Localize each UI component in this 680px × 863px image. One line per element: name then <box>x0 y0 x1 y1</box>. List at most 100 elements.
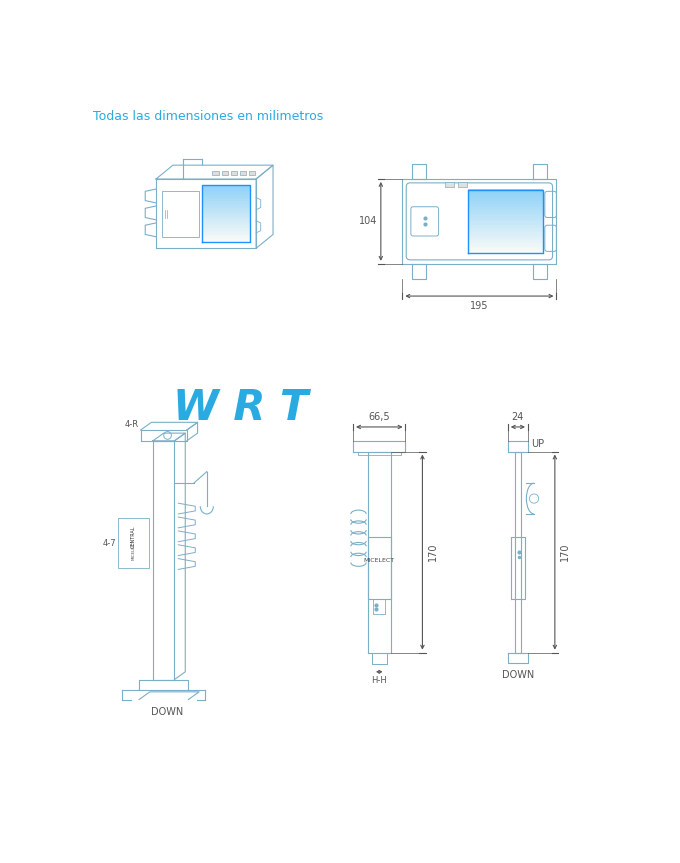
Bar <box>202 220 250 222</box>
Bar <box>468 213 543 215</box>
Text: MICELECT: MICELECT <box>132 539 136 559</box>
Bar <box>202 235 250 236</box>
Bar <box>202 224 250 225</box>
Bar <box>468 224 543 226</box>
Bar <box>202 230 250 232</box>
Bar <box>202 213 250 215</box>
Bar <box>202 216 250 218</box>
Bar <box>468 245 543 247</box>
Bar <box>202 202 250 204</box>
Bar <box>468 223 543 224</box>
Bar <box>212 171 218 175</box>
Text: 66,5: 66,5 <box>369 413 390 422</box>
Bar <box>468 210 543 212</box>
Bar <box>162 191 199 236</box>
Bar <box>468 219 543 222</box>
Text: CENTRAL: CENTRAL <box>131 526 136 548</box>
Bar <box>468 221 543 223</box>
Bar <box>468 238 543 240</box>
Bar <box>118 518 149 568</box>
Bar <box>468 248 543 249</box>
Bar <box>202 232 250 234</box>
Bar <box>202 187 250 190</box>
Text: DOWN: DOWN <box>152 708 184 717</box>
Bar <box>202 191 250 192</box>
Bar <box>202 193 250 195</box>
Bar <box>202 209 250 211</box>
Bar <box>468 194 543 196</box>
Text: 195: 195 <box>470 301 489 312</box>
Bar <box>231 171 237 175</box>
Text: UP: UP <box>531 439 544 449</box>
Bar <box>202 224 250 226</box>
Bar <box>468 204 543 205</box>
Bar <box>468 234 543 236</box>
Text: H-H: H-H <box>371 676 387 684</box>
Bar <box>202 222 250 224</box>
Bar <box>202 206 250 208</box>
Bar <box>458 182 467 186</box>
Bar <box>202 236 250 238</box>
Bar <box>202 239 250 241</box>
Bar <box>202 205 250 206</box>
Bar <box>202 196 250 198</box>
Bar <box>468 251 543 253</box>
Bar <box>468 226 543 228</box>
Bar <box>468 202 543 204</box>
Text: 4-7: 4-7 <box>102 539 116 548</box>
Bar <box>468 192 543 194</box>
Bar <box>468 249 543 251</box>
Bar <box>468 229 543 230</box>
Bar <box>202 237 250 239</box>
Bar <box>202 198 250 199</box>
Bar <box>468 191 543 193</box>
Bar <box>445 182 454 186</box>
Bar <box>202 185 250 186</box>
Bar <box>468 236 543 237</box>
Bar <box>468 227 543 230</box>
Text: 170: 170 <box>560 543 571 561</box>
Bar <box>468 207 543 209</box>
Bar <box>240 171 246 175</box>
Bar <box>202 199 250 201</box>
Bar <box>468 211 543 213</box>
Bar <box>202 217 250 219</box>
Bar <box>250 171 256 175</box>
Text: MICELECT: MICELECT <box>364 557 395 563</box>
Bar <box>468 230 543 232</box>
Bar <box>202 229 250 230</box>
Text: Todas las dimensiones en milimetros: Todas las dimensiones en milimetros <box>93 110 323 123</box>
Bar <box>202 204 250 205</box>
Bar <box>468 217 543 220</box>
Bar <box>202 200 250 202</box>
Bar <box>468 240 543 242</box>
Text: 4-R: 4-R <box>125 419 139 429</box>
Bar <box>202 219 250 221</box>
Bar <box>468 200 543 203</box>
Bar <box>202 211 250 214</box>
Bar <box>468 243 543 245</box>
Bar <box>202 233 250 235</box>
Bar <box>468 217 543 218</box>
Bar <box>202 186 250 188</box>
Bar <box>468 196 543 198</box>
Bar <box>202 189 250 191</box>
Text: 170: 170 <box>428 543 438 561</box>
Bar <box>222 171 228 175</box>
Text: DOWN: DOWN <box>502 670 534 679</box>
Bar <box>202 195 250 197</box>
Bar <box>468 246 543 249</box>
Bar <box>202 208 250 210</box>
Bar <box>468 232 543 234</box>
Bar <box>468 189 543 192</box>
Bar <box>468 198 543 199</box>
Text: W R T: W R T <box>173 387 308 429</box>
Text: 24: 24 <box>512 413 524 422</box>
Bar <box>468 236 543 239</box>
Bar <box>202 226 250 228</box>
Bar <box>202 241 250 243</box>
Bar <box>202 192 250 193</box>
Bar <box>202 215 250 217</box>
Bar <box>468 242 543 243</box>
Bar <box>468 198 543 201</box>
